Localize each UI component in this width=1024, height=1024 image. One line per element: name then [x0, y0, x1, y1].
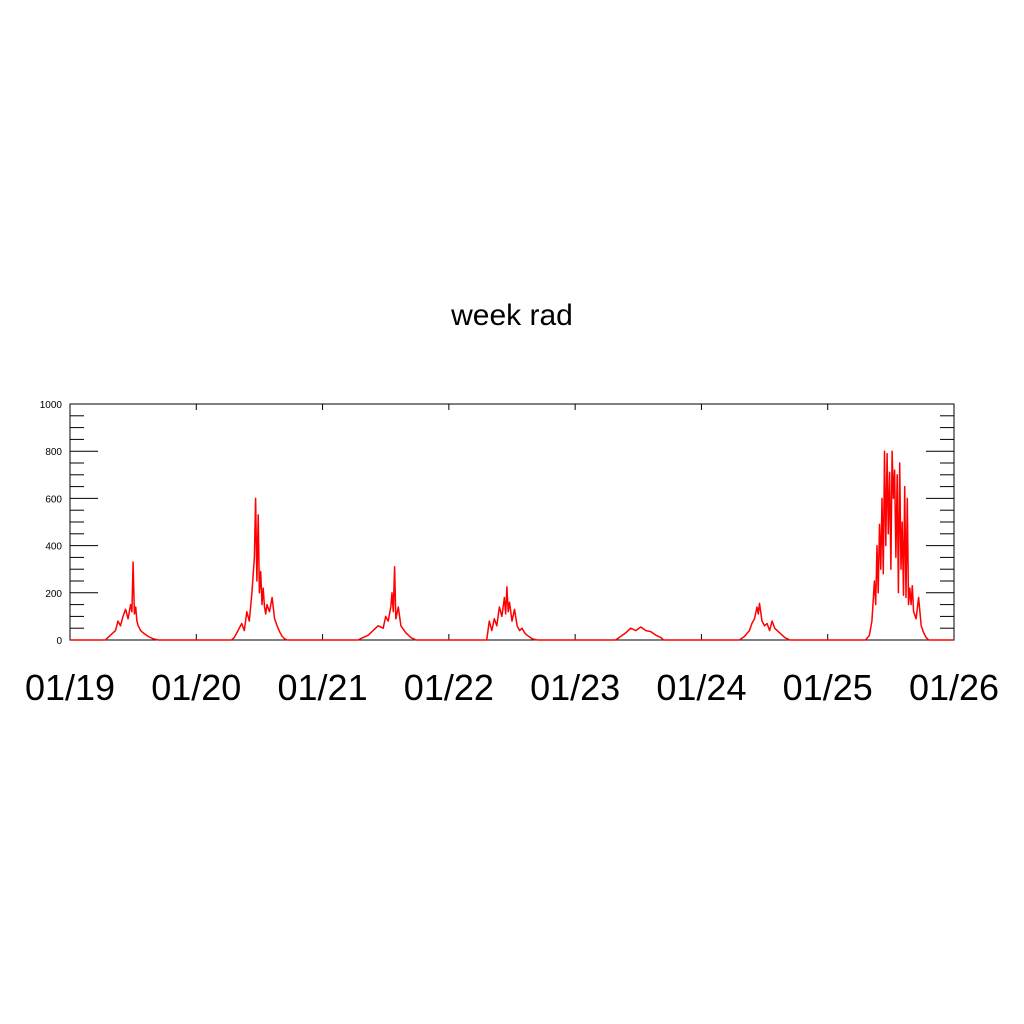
x-tick-label: 01/24 [656, 667, 746, 708]
y-tick-label: 1000 [40, 400, 63, 411]
y-tick-label: 800 [45, 447, 62, 458]
series-line-rad [70, 450, 954, 641]
x-tick-label: 01/22 [404, 667, 494, 708]
x-tick-label: 01/19 [25, 667, 115, 708]
series-layer [70, 450, 954, 641]
y-axis: 0 200 400 600 800 1000 [40, 400, 954, 647]
y-tick-label: 0 [56, 636, 62, 647]
y-tick-label: 200 [45, 589, 62, 600]
y-tick-label: 400 [45, 542, 62, 553]
x-tick-label: 01/26 [909, 667, 999, 708]
x-tick-label: 01/21 [278, 667, 368, 708]
x-tick-label: 01/25 [783, 667, 873, 708]
x-tick-label: 01/20 [151, 667, 241, 708]
y-tick-label: 600 [45, 494, 62, 505]
x-tick-label: 01/23 [530, 667, 620, 708]
x-axis: 01/19 01/20 01/21 01/22 01/23 01/24 01/25 01/26 [25, 404, 999, 708]
chart-title: week rad [450, 299, 573, 332]
plot-frame [69, 403, 955, 641]
